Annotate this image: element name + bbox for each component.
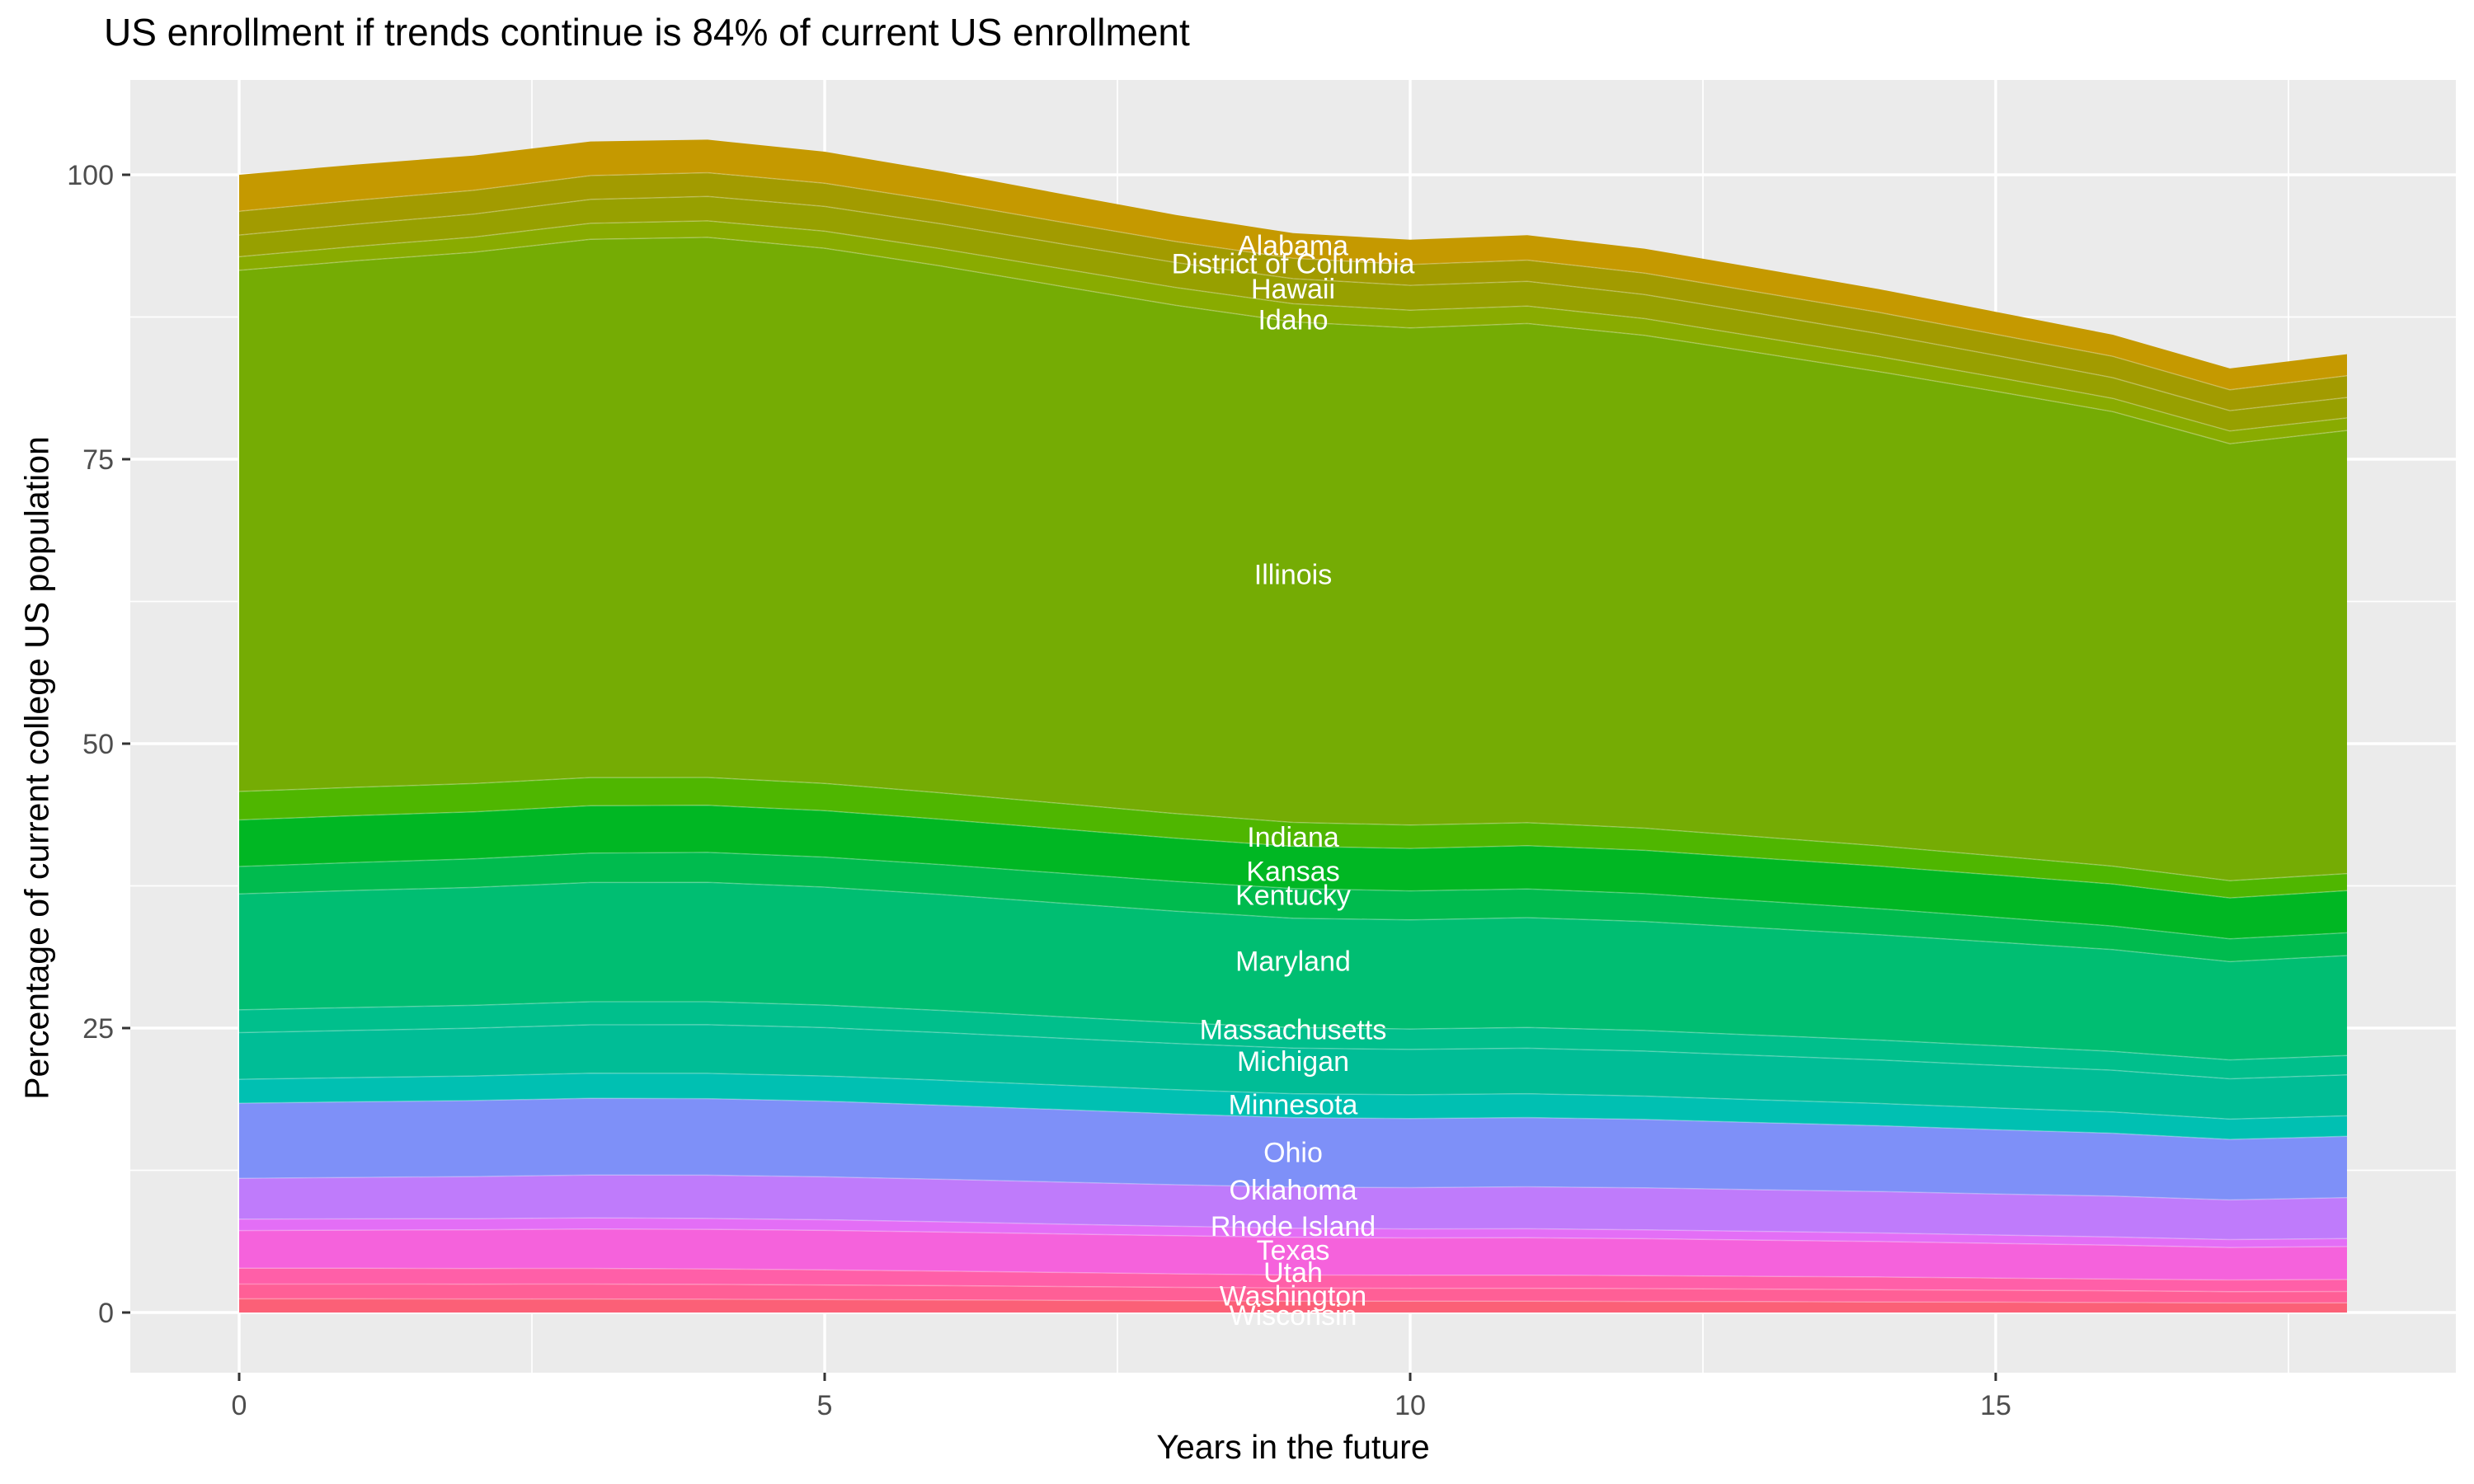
plot-title: US enrollment if trends continue is 84% … <box>104 11 1190 54</box>
x-tick-label: 10 <box>1395 1390 1426 1421</box>
area-series-massachusetts <box>239 1002 2347 1079</box>
area-series-illinois <box>239 237 2347 881</box>
state-label-idaho: Idaho <box>1258 304 1328 336</box>
x-axis-title: Years in the future <box>1156 1428 1430 1466</box>
state-label-washington: Washington <box>1220 1280 1366 1312</box>
y-axis-title: Percentage of current college US populat… <box>17 436 56 1100</box>
band-boundary <box>238 220 2348 432</box>
state-label-illinois: Illinois <box>1254 559 1332 590</box>
band-boundary <box>238 777 2348 881</box>
area-series-michigan <box>239 1024 2347 1120</box>
band-boundary <box>238 1267 2348 1281</box>
area-series-idaho <box>239 220 2347 444</box>
state-label-michigan: Michigan <box>1237 1046 1349 1078</box>
band-boundary <box>238 1228 2348 1248</box>
state-label-maryland: Maryland <box>1235 946 1351 978</box>
area-series-maryland <box>239 882 2347 1060</box>
area-series-utah <box>239 1268 2347 1292</box>
y-tick-label: 25 <box>82 1013 114 1045</box>
area-series-alabama <box>239 139 2347 390</box>
band-boundary <box>238 852 2348 940</box>
y-tick-label: 50 <box>82 729 114 760</box>
area-series-oklahoma <box>239 1175 2347 1240</box>
area-series-washington <box>239 1284 2347 1303</box>
band-boundary <box>238 1073 2348 1120</box>
area-series-kansas <box>239 805 2347 939</box>
state-label-oklahoma: Oklahoma <box>1230 1175 1357 1206</box>
state-label-massachusetts: Massachusetts <box>1200 1014 1387 1045</box>
band-boundary <box>239 1298 2348 1304</box>
state-label-hawaii: Hawaii <box>1251 274 1335 305</box>
y-tick-label: 100 <box>67 160 114 191</box>
band-boundary <box>238 805 2348 899</box>
band-boundary <box>239 1283 2348 1293</box>
x-tick-label: 5 <box>817 1390 833 1421</box>
band-boundary <box>238 1217 2348 1241</box>
state-label-utah: Utah <box>1263 1257 1323 1289</box>
state-label-wisconsin: Wisconsin <box>1230 1300 1357 1331</box>
state-label-district-of-columbia: District of Columbia <box>1172 249 1415 280</box>
area-series-ohio <box>239 1098 2347 1200</box>
band-boundary <box>238 1174 2348 1201</box>
area-series-kentucky <box>239 852 2347 962</box>
state-label-ohio: Ohio <box>1263 1137 1323 1168</box>
area-series-minnesota <box>239 1073 2347 1139</box>
band-boundary <box>238 171 2348 391</box>
y-tick-label: 75 <box>82 444 114 476</box>
band-boundary <box>238 1097 2348 1140</box>
area-series-hawaii <box>239 196 2347 431</box>
x-tick-label: 0 <box>232 1390 247 1421</box>
band-boundary <box>238 195 2348 411</box>
state-label-kansas: Kansas <box>1246 857 1339 888</box>
band-boundary <box>238 237 2348 444</box>
y-tick-label: 0 <box>98 1298 114 1329</box>
area-series-indiana <box>239 777 2347 899</box>
area-series-wisconsin <box>239 1298 2347 1313</box>
area-series-district-of-columbia <box>239 172 2347 411</box>
state-label-minnesota: Minnesota <box>1229 1089 1358 1120</box>
area-series-rhode-island <box>239 1218 2347 1248</box>
state-label-kentucky: Kentucky <box>1235 881 1351 912</box>
state-label-rhode-island: Rhode Island <box>1211 1211 1376 1242</box>
x-tick-label: 15 <box>1980 1390 2011 1421</box>
band-boundary <box>238 881 2348 963</box>
area-series-texas <box>239 1228 2347 1280</box>
state-label-indiana: Indiana <box>1247 822 1339 853</box>
state-label-texas: Texas <box>1257 1235 1330 1266</box>
band-boundary <box>238 1001 2348 1061</box>
band-boundary <box>238 1024 2348 1080</box>
state-label-alabama: Alabama <box>1238 231 1348 262</box>
